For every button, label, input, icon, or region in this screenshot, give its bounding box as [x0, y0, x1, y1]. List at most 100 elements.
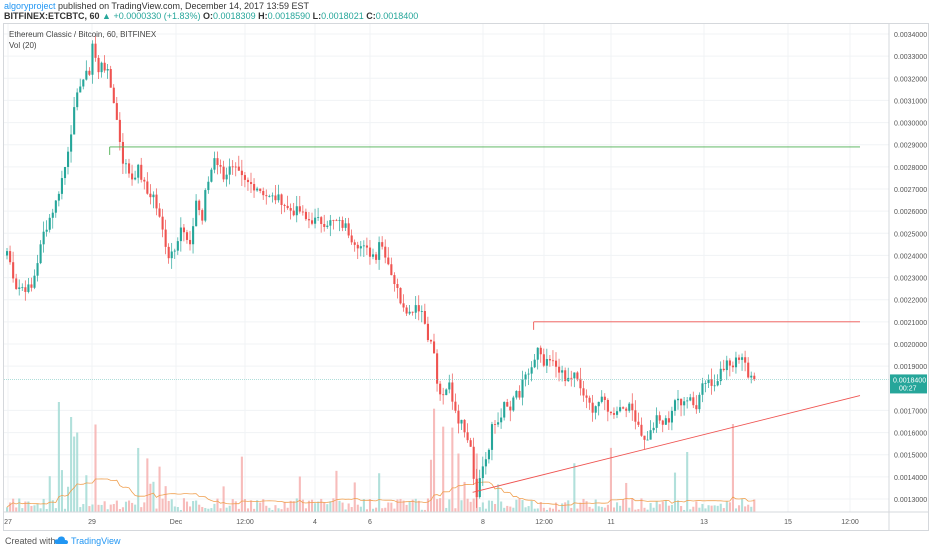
- candle-body: [460, 419, 463, 424]
- volume-bar: [344, 509, 347, 512]
- volume-bar: [652, 507, 655, 512]
- volume-bar: [24, 501, 27, 512]
- volume-bar: [472, 498, 475, 512]
- volume-bar: [143, 502, 146, 512]
- volume-bar: [124, 501, 128, 512]
- candle-body: [396, 284, 399, 288]
- candle-body: [198, 200, 201, 211]
- chart-frame[interactable]: 0.0034000 0.0033000 0.0032000 0.0031000 0.00…: [3, 23, 929, 531]
- volume-bar: [73, 436, 76, 512]
- volume-bar: [442, 426, 445, 512]
- volume-bar: [436, 499, 439, 512]
- volume-bar: [387, 502, 390, 512]
- volume-bar: [640, 498, 643, 512]
- candle-body: [463, 419, 466, 433]
- volume-bar: [362, 499, 365, 512]
- volume-bar: [405, 504, 408, 512]
- candle-body: [85, 70, 88, 80]
- volume-bar: [667, 505, 670, 512]
- candle-body: [420, 311, 423, 312]
- candle-body: [576, 372, 579, 379]
- countdown-label: 00:27: [899, 385, 917, 392]
- candle-body: [124, 163, 128, 165]
- candle-body: [393, 275, 396, 285]
- volume-bar: [323, 502, 326, 512]
- volume-bar: [103, 501, 106, 512]
- y-tick-label: 0.0034000: [894, 32, 927, 39]
- candle-body: [753, 375, 756, 380]
- volume-bar: [741, 498, 744, 512]
- y-tick-label: 0.0022000: [894, 298, 927, 305]
- volume-bar: [564, 502, 567, 512]
- footer-brand[interactable]: TradingView: [71, 536, 121, 546]
- volume-bar: [21, 508, 24, 512]
- volume-bar: [121, 507, 124, 512]
- candle-body: [417, 305, 420, 312]
- volume-bar: [216, 498, 219, 512]
- candle-body: [182, 227, 185, 233]
- volume-bar: [414, 498, 417, 512]
- candle-body: [161, 216, 164, 230]
- volume-bar: [454, 508, 457, 512]
- y-tick-label: 0.0031000: [894, 98, 927, 105]
- low-value: 0.0018021: [321, 11, 364, 21]
- volume-bar: [375, 507, 378, 512]
- volume-bar: [512, 507, 515, 512]
- volume-bar: [286, 507, 289, 512]
- candle-body: [451, 382, 454, 402]
- volume-bar: [716, 505, 719, 512]
- author-link[interactable]: algoryproject: [4, 1, 56, 11]
- candle-body: [97, 57, 100, 73]
- candle-body: [225, 174, 228, 180]
- candle-body: [539, 347, 542, 355]
- candle-body: [201, 210, 204, 221]
- candle-body: [661, 420, 664, 425]
- high-label: H:: [258, 11, 268, 21]
- candle-body: [365, 245, 368, 248]
- volume-bar: [561, 503, 564, 512]
- candle-body: [57, 193, 60, 201]
- candle-body: [350, 235, 353, 243]
- volume-bar: [140, 507, 143, 512]
- volume-bar: [67, 486, 70, 512]
- volume-bar: [738, 505, 741, 512]
- candle-body: [442, 394, 445, 396]
- volume-bar: [365, 509, 368, 512]
- volume-bar: [710, 505, 713, 512]
- volume-bar: [692, 506, 695, 512]
- candle-body: [372, 254, 375, 257]
- candle-body: [658, 415, 661, 421]
- volume-bar: [609, 447, 612, 512]
- candle-body: [466, 432, 469, 441]
- volume-bar: [12, 498, 15, 512]
- candle-body: [115, 103, 118, 120]
- x-tick-label: 15: [784, 519, 792, 526]
- y-tick-label: 0.0025000: [894, 231, 927, 238]
- volume-bar: [292, 501, 295, 512]
- volume-bar: [222, 486, 225, 512]
- candle-body: [542, 354, 545, 366]
- volume-bar: [478, 507, 481, 512]
- candle-body: [484, 459, 487, 467]
- volume-bar: [521, 500, 524, 512]
- candle-body: [76, 92, 79, 108]
- volume-bar: [731, 424, 734, 512]
- candle-body: [558, 366, 561, 373]
- candle-body: [600, 396, 603, 402]
- volume-bar: [555, 502, 558, 512]
- volume-bar: [256, 500, 259, 512]
- volume-bar: [246, 508, 250, 512]
- candle-body: [741, 357, 744, 360]
- candle-body: [292, 210, 295, 216]
- volume-bar: [317, 501, 320, 512]
- volume-bar: [115, 500, 118, 512]
- candle-body: [341, 220, 344, 228]
- x-tick-label: 12:00: [841, 519, 859, 526]
- candle-body: [497, 422, 500, 425]
- price-chart[interactable]: 0.0034000 0.0033000 0.0032000 0.0031000 0.00…: [4, 24, 928, 530]
- candle-body: [518, 390, 521, 398]
- candle-body: [719, 368, 722, 382]
- candle-body: [311, 220, 314, 224]
- candle-body: [173, 250, 176, 252]
- candle-body: [189, 239, 192, 245]
